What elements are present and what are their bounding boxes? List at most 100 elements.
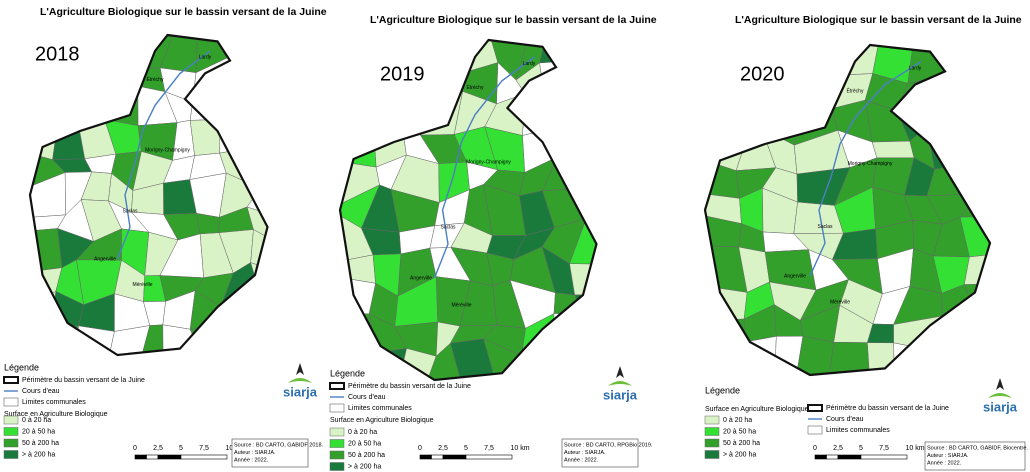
commune (975, 335, 990, 375)
commune (741, 94, 767, 146)
commune (547, 355, 589, 380)
commune (422, 74, 464, 94)
class-label: > à 200 ha (348, 463, 381, 470)
place-label: Morigny-Champigny (145, 148, 190, 154)
scale-label: 5 (464, 445, 468, 452)
commune (794, 45, 842, 76)
swatch (807, 425, 823, 435)
scale-label: 5 (179, 445, 183, 452)
commune (539, 60, 590, 107)
class-swatch (704, 438, 720, 448)
commune (969, 125, 990, 176)
class-label: 20 à 50 ha (22, 428, 55, 435)
commune (87, 35, 110, 71)
commune (839, 45, 879, 76)
class-label: 0 à 20 ha (348, 429, 377, 436)
place-label: Méréville (132, 282, 152, 288)
commune (579, 184, 597, 219)
commune (246, 322, 268, 355)
source-line: Auteur : SIARJA. (564, 450, 606, 456)
class-label: 50 à 200 ha (723, 440, 760, 447)
place-label: Méréville (830, 300, 850, 306)
commune (30, 67, 60, 102)
commune (340, 254, 376, 284)
commune (401, 92, 424, 136)
commune (57, 90, 94, 131)
scale-segment (837, 454, 862, 460)
swatch (329, 382, 345, 390)
scale-label: 2,5 (833, 445, 843, 452)
scale-label: 10 km (905, 445, 924, 452)
commune (362, 95, 410, 139)
year: 2019 (380, 63, 425, 85)
legend-label: Cours d'eau (826, 416, 864, 423)
legend-label: Cours d'eau (348, 394, 386, 401)
commune (219, 118, 252, 154)
class-swatch (329, 450, 345, 460)
legend-label: Limites communales (348, 405, 412, 412)
swatch (3, 376, 19, 384)
commune (936, 315, 981, 352)
class-swatch (704, 427, 720, 436)
class-swatch (704, 450, 720, 459)
place-label: Lardy (523, 61, 536, 67)
place-label: Étréchy (147, 76, 164, 83)
map-title: L'Agriculture Biologique sur le bassin v… (735, 14, 1022, 26)
commune (108, 35, 146, 69)
commune (978, 323, 990, 345)
commune (30, 328, 64, 355)
commune (30, 95, 60, 124)
commune (569, 215, 597, 265)
commune (340, 95, 375, 139)
class-label: 20 à 50 ha (723, 428, 756, 435)
place-label: Angerville (410, 275, 432, 281)
place-label: Angerville (784, 273, 806, 279)
class-swatch (3, 415, 19, 425)
class-swatch (329, 427, 345, 437)
commune (926, 126, 975, 170)
basin-perimeter (338, 38, 598, 382)
place-label: Saclas (440, 224, 456, 230)
source-line: Année : 2022. (927, 460, 962, 466)
logo: siarja (283, 384, 318, 399)
source-line: Source : BD CARTO, GABIDF 2018. (234, 442, 324, 448)
commune (225, 55, 260, 99)
legend-label: Limites communales (826, 427, 890, 434)
surface-heading: Surface en Agriculture Biologique (705, 406, 809, 413)
swatch (807, 404, 823, 412)
commune (87, 61, 111, 101)
class-swatch (704, 415, 720, 425)
commune (219, 83, 260, 120)
class-label: 50 à 200 ha (22, 440, 59, 447)
place-label: Saclas (817, 224, 833, 230)
commune (959, 216, 990, 258)
surface-heading: Surface en Agriculture Biologique (330, 417, 434, 424)
river (433, 56, 535, 279)
scale-label: 0 (133, 445, 137, 452)
commune (926, 94, 978, 141)
commune (30, 290, 57, 335)
north-arrow (616, 366, 624, 378)
commune (141, 324, 164, 355)
scale-segment (134, 454, 147, 460)
commune (871, 140, 915, 159)
basin-perimeter (703, 43, 992, 377)
commune (109, 325, 151, 355)
commune (450, 338, 496, 380)
swatch (3, 397, 19, 407)
river (116, 50, 211, 260)
north-arrow (996, 378, 1004, 390)
scale-label: 7,5 (484, 445, 494, 452)
communes (340, 40, 597, 380)
source-box (561, 438, 639, 468)
source-box (924, 441, 1026, 471)
commune (556, 122, 589, 158)
commune (796, 335, 835, 375)
scale-segment (146, 454, 159, 460)
basin-perimeter (28, 33, 269, 357)
source-line: Source : BD CARTO, GABIDF, Biocentre. (927, 445, 1028, 451)
commune (546, 102, 590, 128)
scale-segment (431, 454, 444, 460)
class-label: 0 à 20 ha (723, 417, 752, 424)
